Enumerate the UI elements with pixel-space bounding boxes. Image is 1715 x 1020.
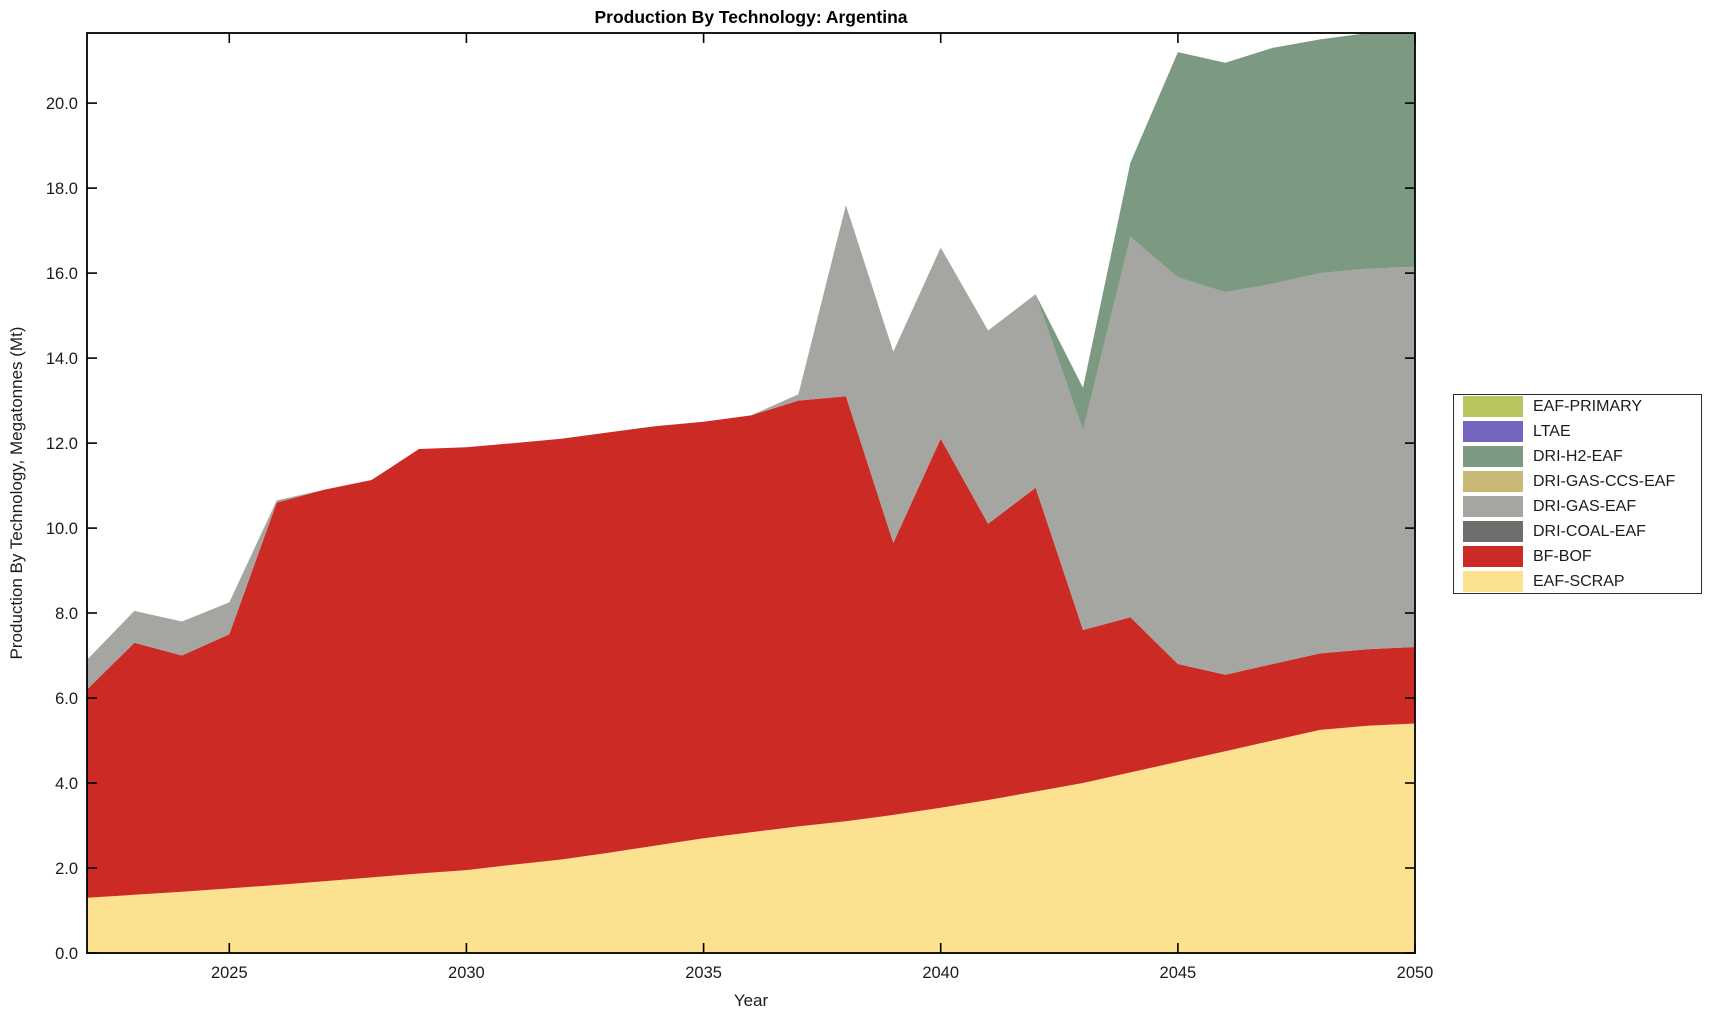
area-dri-h2-eaf <box>87 33 1415 660</box>
y-tick-labels: 0.0 2.0 4.0 6.0 8.0 10.0 12.0 14.0 16.0 18.0 20.0 <box>46 95 78 963</box>
legend-box: EAF-PRIMARY LTAE DRI-H2-EAF DRI-GAS-CCS-EAF… <box>1453 394 1702 594</box>
legend-item-eaf-primary: EAF-PRIMARY <box>1454 394 1701 419</box>
x-axis-label: Year <box>734 991 769 1010</box>
legend-label: DRI-GAS-EAF <box>1533 497 1637 515</box>
legend-swatch <box>1463 571 1523 592</box>
legend-swatch <box>1463 521 1523 542</box>
y-tick-label: 14.0 <box>46 350 78 368</box>
area-eaf-scrap <box>87 723 1415 953</box>
legend-item-bf-bof: BF-BOF <box>1454 544 1701 569</box>
plot-border <box>86 32 1416 954</box>
legend-label: DRI-H2-EAF <box>1533 447 1623 465</box>
y-tick-label: 0.0 <box>55 945 78 963</box>
legend-swatch <box>1463 421 1523 442</box>
legend-label: EAF-SCRAP <box>1533 572 1625 590</box>
y-tick-label: 16.0 <box>46 265 78 283</box>
legend-label: LTAE <box>1533 422 1571 440</box>
y-tick-label: 8.0 <box>55 605 78 623</box>
x-tick-label: 2030 <box>448 964 485 982</box>
y-tick-label: 20.0 <box>46 95 78 113</box>
y-tick-label: 10.0 <box>46 520 78 538</box>
legend-item-dri-h2-eaf: DRI-H2-EAF <box>1454 444 1701 469</box>
x-tick-label: 2045 <box>1160 964 1197 982</box>
y-tick-label: 6.0 <box>55 690 78 708</box>
x-tick-labels: 2025 2030 2035 2040 2045 2050 <box>211 964 1433 982</box>
x-tick-label: 2040 <box>922 964 959 982</box>
x-tick-label: 2025 <box>211 964 248 982</box>
legend-item-ltae: LTAE <box>1454 419 1701 444</box>
legend-label: DRI-GAS-CCS-EAF <box>1533 472 1676 490</box>
y-tick-label: 4.0 <box>55 775 78 793</box>
y-tick-label: 18.0 <box>46 180 78 198</box>
area-bf-bof <box>87 396 1415 898</box>
legend-label: BF-BOF <box>1533 547 1592 565</box>
legend-label: EAF-PRIMARY <box>1533 397 1643 415</box>
legend-swatch <box>1463 446 1523 467</box>
stacked-areas <box>87 33 1415 953</box>
legend-label: DRI-COAL-EAF <box>1533 522 1646 540</box>
y-tick-label: 2.0 <box>55 860 78 878</box>
y-axis-label: Production By Technology, Megatonnes (Mt… <box>7 327 26 660</box>
legend-item-eaf-scrap: EAF-SCRAP <box>1454 569 1701 594</box>
legend-item-dri-gas-eaf: DRI-GAS-EAF <box>1454 494 1701 519</box>
y-tick-label: 12.0 <box>46 435 78 453</box>
x-tick-label: 2050 <box>1397 964 1434 982</box>
legend-swatch <box>1463 546 1523 567</box>
legend-item-dri-coal-eaf: DRI-COAL-EAF <box>1454 519 1701 544</box>
legend-swatch <box>1463 496 1523 517</box>
x-tick-label: 2035 <box>685 964 722 982</box>
area-dri-gas-eaf <box>87 205 1415 690</box>
chart-title: Production By Technology: Argentina <box>594 7 907 27</box>
legend-item-dri-gas-ccs-eaf: DRI-GAS-CCS-EAF <box>1454 469 1701 494</box>
legend-swatch <box>1463 396 1523 417</box>
legend-swatch <box>1463 471 1523 492</box>
